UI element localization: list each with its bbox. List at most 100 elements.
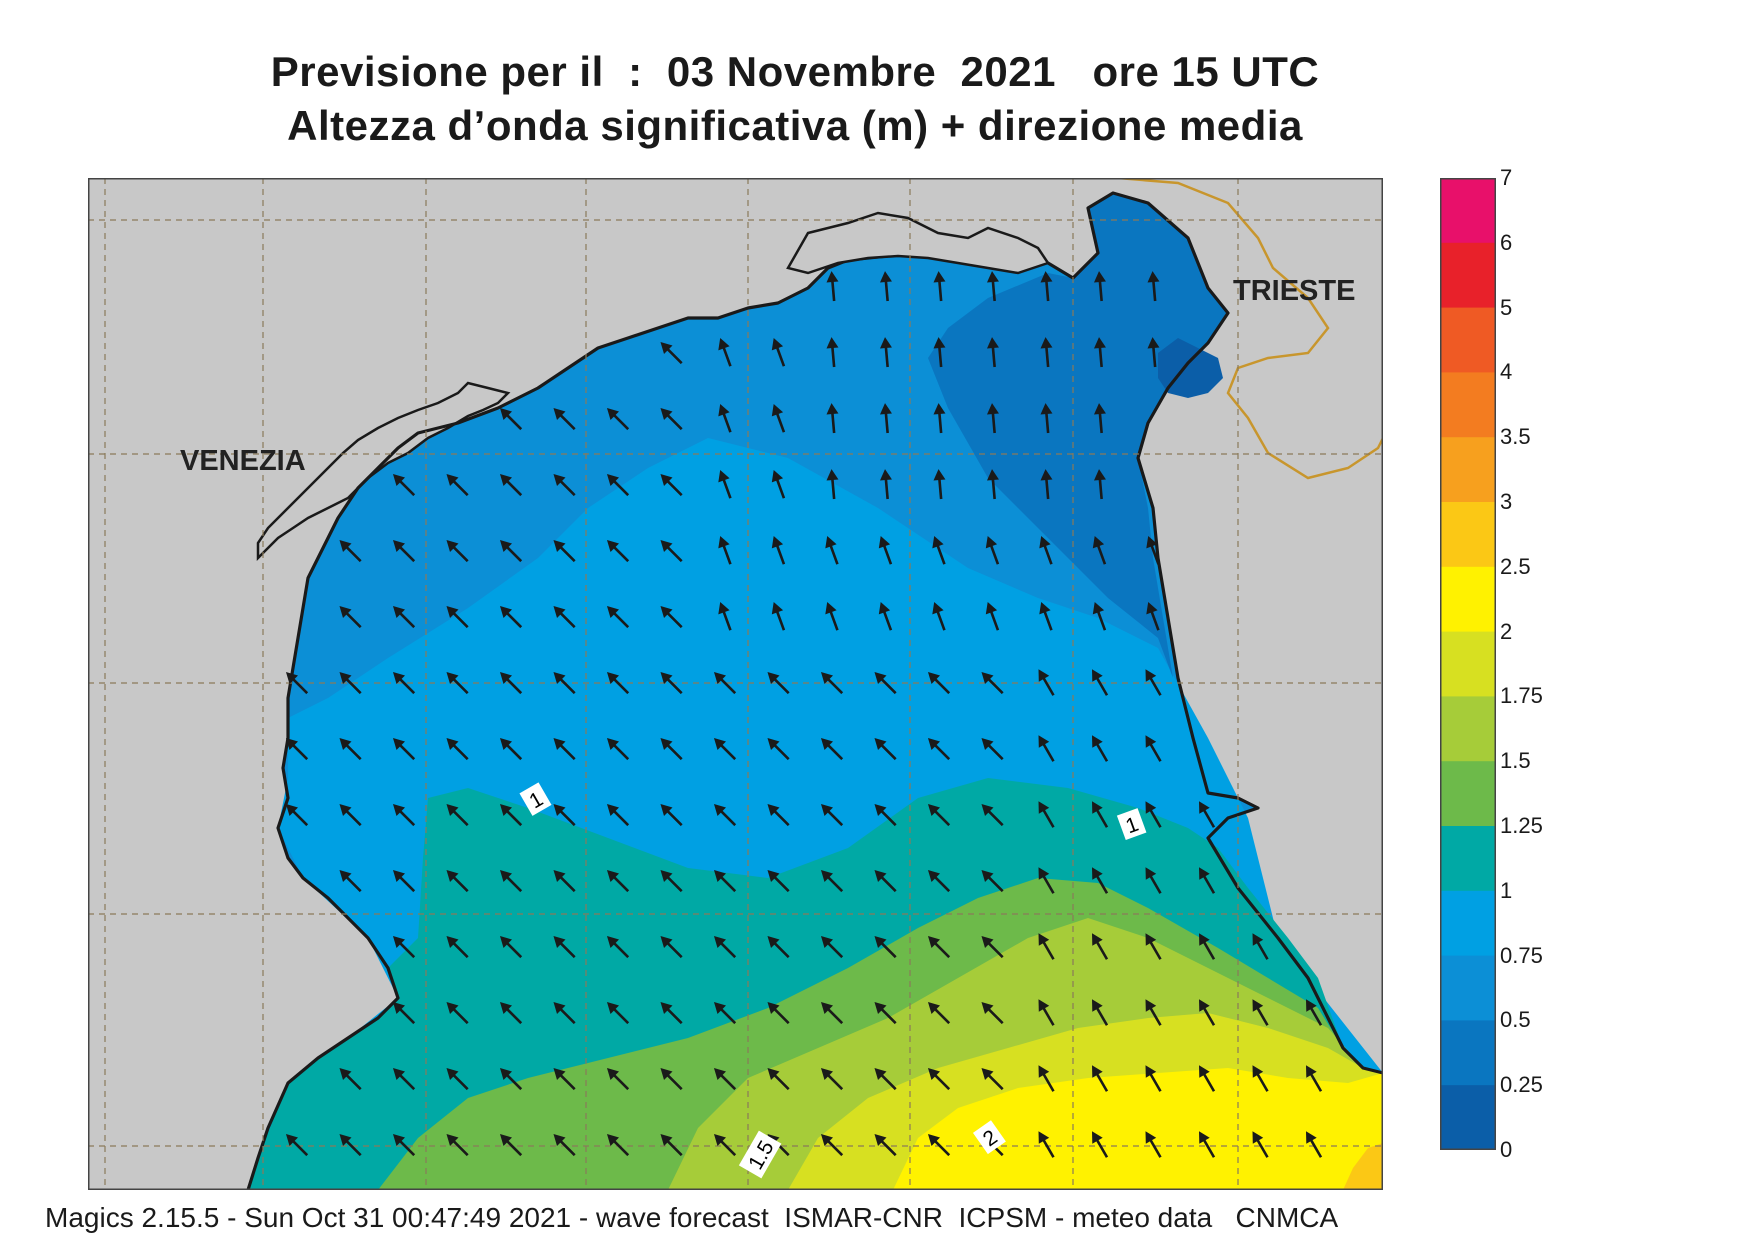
legend-tick-label: 6 bbox=[1500, 229, 1513, 255]
direction-arrow bbox=[446, 737, 469, 761]
direction-arrow bbox=[660, 737, 683, 761]
direction-arrow bbox=[718, 536, 732, 565]
direction-arrow bbox=[771, 404, 786, 433]
direction-arrow bbox=[1252, 933, 1269, 960]
legend-swatch bbox=[1440, 566, 1496, 633]
direction-arrow bbox=[1092, 669, 1109, 696]
direction-arrow bbox=[985, 602, 1000, 631]
legend-tick-label: 7 bbox=[1500, 165, 1513, 190]
direction-arrow bbox=[767, 869, 790, 893]
direction-arrow bbox=[1252, 999, 1269, 1026]
direction-arrow bbox=[1146, 536, 1160, 565]
direction-arrow bbox=[285, 671, 309, 695]
direction-arrow bbox=[392, 803, 416, 827]
direction-arrow bbox=[499, 1133, 523, 1157]
direction-arrow bbox=[981, 935, 1004, 959]
direction-arrow bbox=[1092, 933, 1109, 960]
direction-arrow bbox=[339, 539, 362, 563]
direction-arrow bbox=[713, 935, 737, 959]
direction-arrow bbox=[1199, 999, 1216, 1026]
direction-arrow bbox=[606, 473, 630, 497]
direction-arrow bbox=[1145, 1065, 1162, 1092]
direction-arrow bbox=[1145, 867, 1162, 894]
direction-arrow bbox=[767, 737, 790, 761]
city-label-trieste: TRIESTE bbox=[1233, 275, 1355, 307]
direction-arrow bbox=[771, 470, 786, 499]
direction-arrow bbox=[339, 869, 362, 893]
graticule bbox=[88, 178, 1383, 1190]
direction-arrow bbox=[713, 1133, 737, 1157]
direction-arrow bbox=[1038, 867, 1055, 894]
legend-swatch bbox=[1440, 437, 1496, 503]
direction-arrow bbox=[927, 803, 951, 827]
direction-arrow bbox=[553, 539, 576, 563]
contour-label: 1 bbox=[1116, 808, 1147, 841]
direction-arrow bbox=[826, 271, 839, 302]
direction-arrow bbox=[927, 737, 951, 761]
direction-arrow bbox=[1252, 1065, 1269, 1092]
direction-arrow bbox=[879, 271, 892, 302]
direction-arrow bbox=[660, 473, 683, 497]
direction-arrow bbox=[986, 271, 999, 302]
direction-arrow bbox=[553, 1067, 576, 1091]
direction-arrow bbox=[606, 737, 630, 761]
legend-swatch bbox=[1440, 307, 1496, 373]
direction-arrow bbox=[553, 935, 576, 959]
direction-arrow bbox=[660, 341, 683, 365]
direction-arrow bbox=[1146, 602, 1160, 631]
direction-arrow bbox=[1092, 602, 1107, 631]
direction-arrow bbox=[1092, 1065, 1109, 1092]
direction-arrow bbox=[820, 671, 844, 695]
legend-swatch bbox=[1440, 372, 1496, 438]
direction-arrow bbox=[285, 803, 309, 827]
direction-arrow bbox=[1252, 1131, 1269, 1158]
direction-arrow bbox=[1040, 337, 1053, 368]
direction-arrow bbox=[874, 1133, 897, 1157]
direction-arrow bbox=[553, 473, 576, 497]
direction-arrow bbox=[713, 869, 737, 893]
direction-arrow bbox=[392, 935, 416, 959]
direction-arrow bbox=[446, 803, 469, 827]
direction-arrow bbox=[392, 869, 416, 893]
direction-arrow bbox=[1092, 801, 1109, 828]
direction-arrow bbox=[1199, 867, 1216, 894]
direction-arrow bbox=[981, 1067, 1004, 1091]
direction-arrow bbox=[1199, 1065, 1216, 1092]
legend-swatch bbox=[1440, 631, 1496, 697]
direction-arrow bbox=[660, 605, 683, 629]
direction-arrow bbox=[1040, 469, 1053, 500]
direction-arrow bbox=[606, 1001, 630, 1025]
direction-arrow bbox=[1092, 867, 1109, 894]
direction-arrow bbox=[767, 671, 790, 695]
direction-arrow bbox=[660, 407, 683, 431]
direction-arrow bbox=[826, 403, 839, 434]
direction-arrow bbox=[339, 671, 362, 695]
direction-arrow bbox=[981, 869, 1004, 893]
direction-arrow bbox=[820, 1067, 844, 1091]
legend-tick-label: 0.5 bbox=[1500, 1007, 1531, 1033]
legend-tick-label: 0.75 bbox=[1500, 942, 1543, 968]
direction-arrow bbox=[878, 602, 893, 631]
direction-arrow bbox=[1145, 1131, 1162, 1158]
direction-arrow bbox=[767, 1067, 790, 1091]
direction-arrow bbox=[606, 935, 630, 959]
legend-tick-label: 3 bbox=[1500, 489, 1513, 514]
direction-arrow bbox=[927, 671, 951, 695]
legend-tick-label: 4 bbox=[1500, 359, 1513, 385]
direction-arrow bbox=[825, 602, 839, 631]
direction-arrow bbox=[339, 1067, 362, 1091]
direction-arrow bbox=[879, 469, 892, 500]
direction-arrow bbox=[1039, 536, 1053, 565]
direction-arrow bbox=[392, 737, 416, 761]
direction-arrow bbox=[713, 737, 737, 761]
direction-arrow bbox=[1093, 271, 1106, 302]
legend-swatch bbox=[1440, 1085, 1496, 1150]
direction-arrow bbox=[446, 1001, 469, 1025]
direction-arrow bbox=[285, 1133, 309, 1157]
direction-arrow bbox=[446, 473, 469, 497]
legend-swatch bbox=[1440, 890, 1496, 957]
wave-direction-arrows bbox=[285, 271, 1323, 1158]
direction-arrow bbox=[826, 469, 839, 500]
direction-arrow bbox=[446, 1067, 469, 1091]
direction-arrow bbox=[927, 1067, 951, 1091]
